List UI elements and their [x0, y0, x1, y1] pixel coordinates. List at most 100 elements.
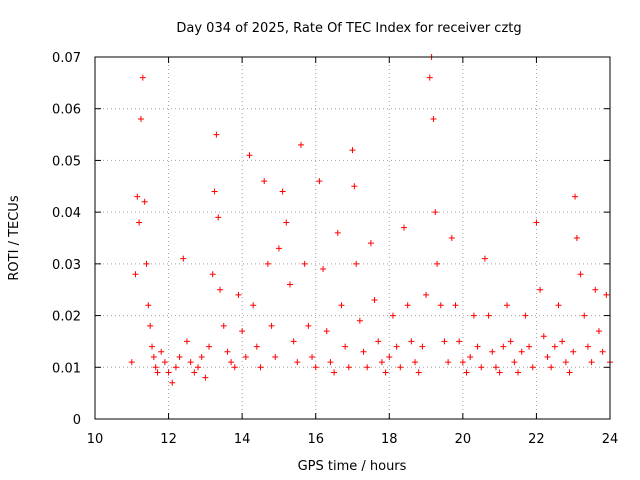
data-point: [404, 302, 411, 309]
data-point: [434, 260, 441, 267]
data-point: [257, 364, 264, 371]
data-point: [371, 297, 378, 304]
data-point: [305, 322, 312, 329]
data-point: [331, 369, 338, 376]
data-point: [356, 317, 363, 324]
data-point: [507, 338, 514, 345]
data-point: [426, 74, 433, 81]
data-point: [548, 364, 555, 371]
data-point: [393, 343, 400, 350]
data-point: [134, 193, 141, 200]
data-point: [577, 271, 584, 278]
data-point: [172, 364, 179, 371]
data-point: [430, 116, 437, 123]
data-point: [463, 369, 470, 376]
data-point: [316, 178, 323, 185]
data-point: [522, 312, 529, 319]
data-point: [183, 338, 190, 345]
data-point: [283, 219, 290, 226]
x-axis-label: GPS time / hours: [298, 459, 407, 474]
data-point: [334, 229, 341, 236]
data-point: [481, 255, 488, 262]
data-point: [445, 359, 452, 366]
data-point: [139, 74, 146, 81]
data-point: [268, 322, 275, 329]
data-point: [360, 348, 367, 355]
data-point: [312, 364, 319, 371]
y-tick-label: 0: [73, 413, 81, 428]
data-point: [511, 359, 518, 366]
data-point: [572, 193, 579, 200]
data-point: [533, 219, 540, 226]
data-point: [492, 364, 499, 371]
y-axis-label: ROTI / TECUs: [7, 195, 22, 280]
data-point: [298, 141, 304, 148]
data-point: [529, 364, 536, 371]
data-point: [382, 369, 389, 376]
data-point: [555, 302, 562, 309]
x-tick-label: 16: [307, 432, 324, 447]
data-point: [209, 271, 216, 278]
data-point: [518, 348, 525, 355]
data-point: [176, 353, 183, 360]
data-point: [504, 302, 510, 309]
data-point: [217, 286, 224, 293]
data-point: [470, 312, 477, 319]
data-point: [327, 359, 334, 366]
axes-ticks: 10 12 14 16 18 20 22 24 0 0.01 0.02 0.03 0.04 0.05 0.0…: [52, 51, 618, 447]
data-point: [599, 348, 606, 355]
data-point: [515, 369, 522, 376]
data-point: [584, 343, 591, 350]
x-tick-label: 20: [455, 432, 472, 447]
data-point: [128, 359, 135, 366]
data-point: [215, 214, 222, 221]
data-point: [338, 302, 345, 309]
data-point: [239, 328, 246, 335]
y-tick-label: 0.05: [52, 154, 81, 169]
data-point: [489, 348, 496, 355]
data-point: [573, 235, 580, 241]
data-point: [485, 312, 492, 319]
data-point: [562, 359, 569, 366]
data-point: [401, 224, 407, 231]
data-point: [500, 343, 507, 350]
data-point: [389, 312, 396, 319]
data-point: [228, 359, 235, 366]
data-point: [235, 291, 242, 298]
data-point: [242, 353, 249, 360]
data-point: [432, 209, 439, 216]
data-point: [202, 374, 209, 381]
data-point: [161, 359, 168, 366]
data-point: [264, 260, 271, 267]
data-point: [551, 343, 558, 350]
data-point: [143, 260, 150, 267]
y-tick-label: 0.03: [52, 258, 81, 273]
data-point: [224, 348, 231, 355]
data-point: [452, 302, 459, 309]
x-tick-label: 24: [602, 432, 619, 447]
data-point: [437, 302, 444, 309]
data-point: [275, 245, 282, 252]
data-point: [364, 364, 371, 371]
data-point: [246, 152, 253, 159]
data-point: [459, 359, 466, 366]
data-point: [367, 240, 374, 247]
y-tick-label: 0.07: [52, 51, 81, 66]
data-point: [351, 183, 358, 190]
data-point: [595, 328, 602, 335]
data-point: [386, 353, 393, 360]
data-point: [195, 364, 201, 371]
data-point: [187, 359, 194, 366]
data-point: [603, 291, 610, 298]
data-point: [253, 343, 260, 350]
data-point: [290, 338, 297, 345]
data-point: [375, 338, 382, 345]
plot-frame: [94, 56, 611, 420]
data-point: [474, 343, 481, 350]
data-point: [206, 343, 213, 350]
data-point: [180, 255, 187, 262]
data-point: [211, 188, 218, 195]
data-point: [397, 364, 404, 371]
data-point: [309, 353, 316, 360]
